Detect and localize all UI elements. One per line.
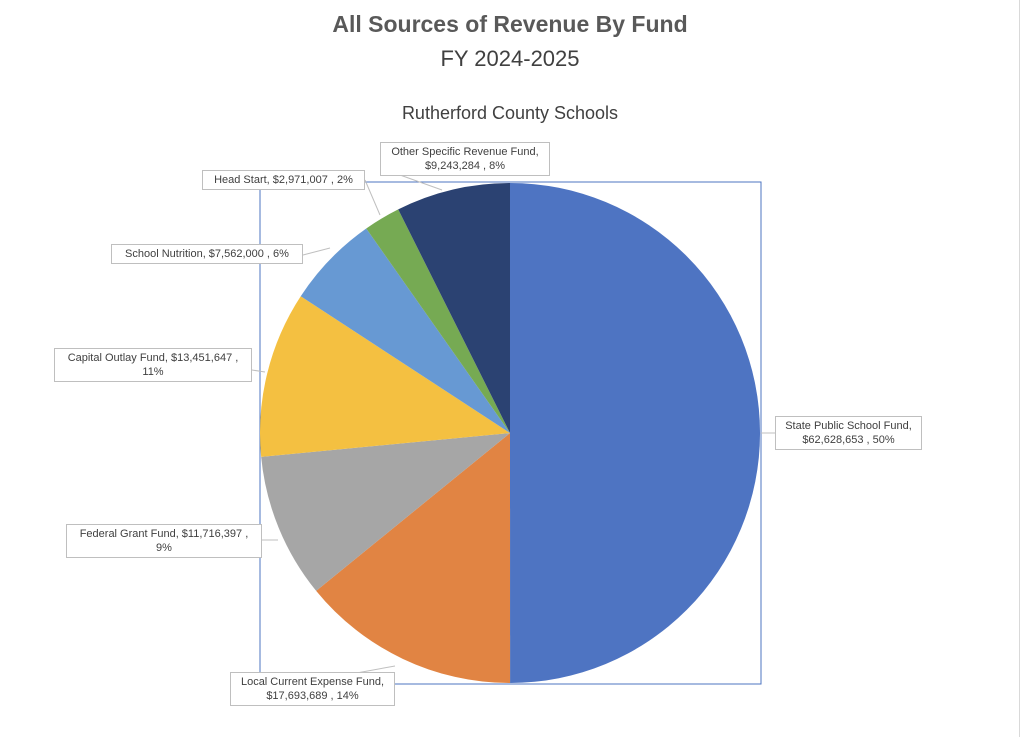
data-label-text: Federal Grant Fund, $11,716,397 , <box>79 528 249 540</box>
data-label-state-public-school-fund: State Public School Fund, $62,628,653 , … <box>775 416 922 450</box>
data-label-text: Capital Outlay Fund, $13,451,647 , <box>67 352 239 364</box>
data-label-other-specific-revenue-fund: Other Specific Revenue Fund, $9,243,284 … <box>380 142 550 176</box>
data-label-text: School Nutrition, $7,562,000 , 6% <box>125 248 289 260</box>
page-edge-line <box>1019 0 1020 737</box>
data-label-text: State Public School Fund, <box>785 420 912 432</box>
data-label-local-current-expense-fund: Local Current Expense Fund, $17,693,689 … <box>230 672 395 706</box>
data-label-text: $9,243,284 , 8% <box>424 160 506 172</box>
data-label-head-start: Head Start, $2,971,007 , 2% <box>202 170 365 190</box>
data-label-text: 9% <box>156 542 172 554</box>
leader-line-capital <box>251 369 266 373</box>
leader-line-headstart <box>364 179 381 216</box>
data-label-capital-outlay-fund: Capital Outlay Fund, $13,451,647 , 11% <box>54 348 252 382</box>
data-label-school-nutrition: School Nutrition, $7,562,000 , 6% <box>111 244 303 264</box>
pie-slice-capital-outlay-fund <box>260 296 510 457</box>
leader-line-nutrition <box>302 247 331 256</box>
data-label-text: Head Start, $2,971,007 , 2% <box>214 174 353 186</box>
pie-slices <box>260 183 761 684</box>
data-label-text: Local Current Expense Fund, <box>240 676 385 688</box>
data-label-text: $62,628,653 , 50% <box>802 434 895 446</box>
data-label-text: $17,693,689 , 14% <box>266 690 359 702</box>
chart-subtitle: FY 2024-2025 <box>440 46 580 71</box>
data-label-federal-grant-fund: Federal Grant Fund, $11,716,397 , 9% <box>66 524 262 558</box>
pie-slice-other-specific-revenue-fund <box>398 183 510 433</box>
pie-slice-federal-grant-fund <box>261 433 510 591</box>
pie-slice-state-public-school-fund <box>510 183 761 683</box>
chart-caption: Rutherford County Schools <box>401 103 619 123</box>
data-label-text: Other Specific Revenue Fund, <box>391 146 539 158</box>
data-label-text: 11% <box>142 366 164 378</box>
pie-slice-head-start <box>366 209 510 433</box>
chart-title: All Sources of Revenue By Fund <box>332 11 688 37</box>
pie-slice-school-nutrition <box>300 228 510 433</box>
pie-slice-local-current-expense-fund <box>316 433 511 684</box>
leader-line-other <box>399 174 443 191</box>
